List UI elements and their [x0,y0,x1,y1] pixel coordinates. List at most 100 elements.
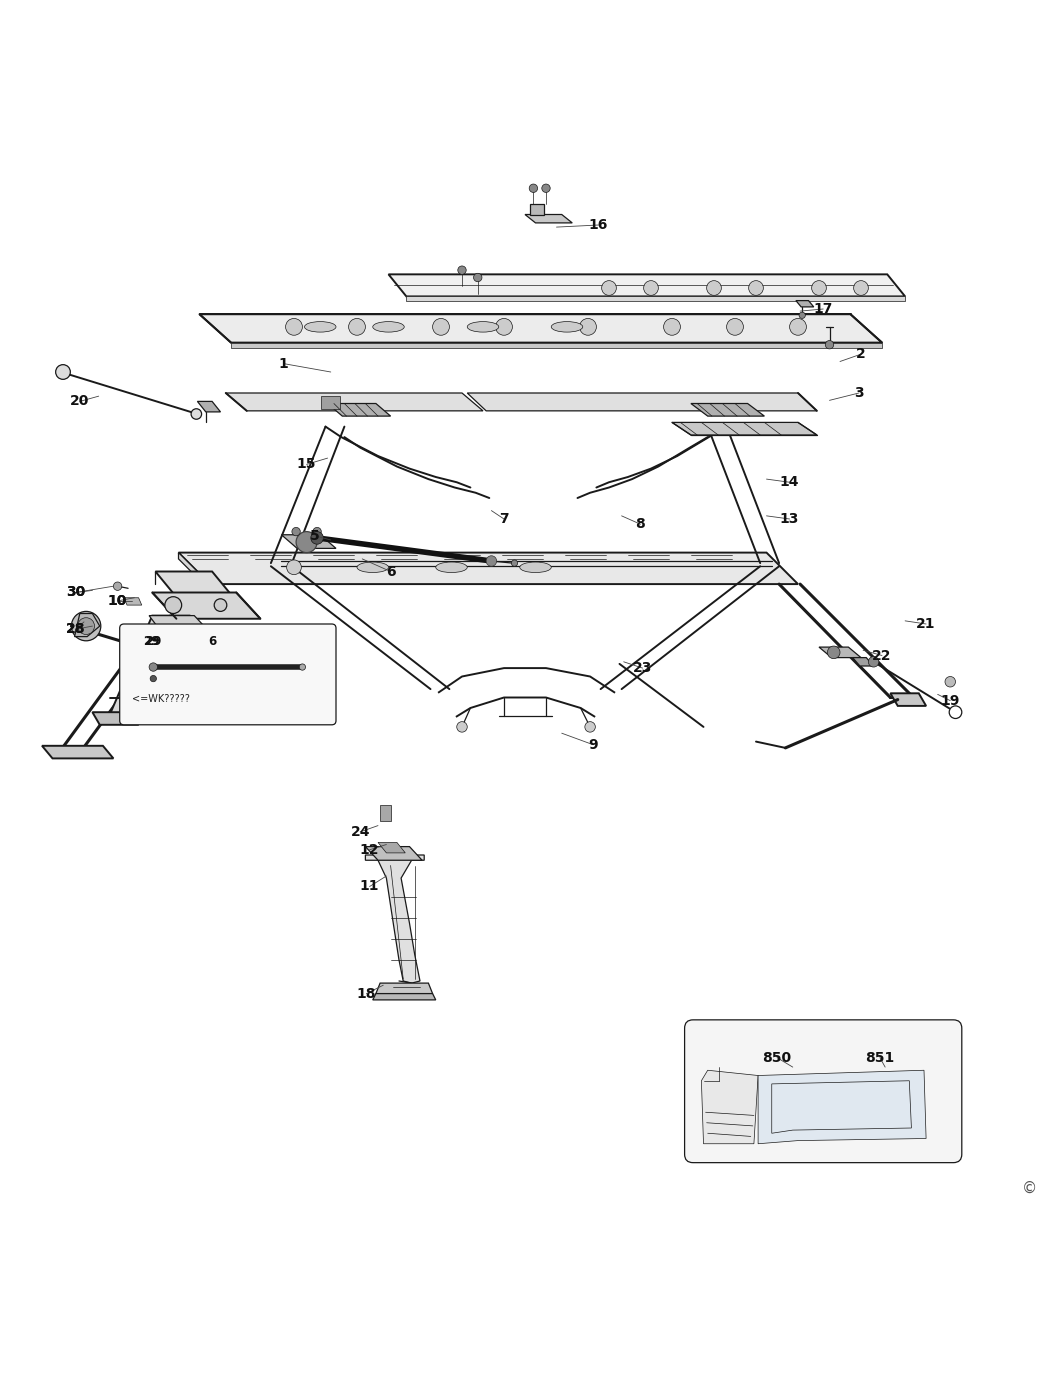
Polygon shape [376,984,433,993]
Text: 850: 850 [762,1051,792,1065]
Circle shape [78,618,94,635]
Circle shape [707,280,721,295]
Circle shape [854,280,868,295]
Circle shape [644,280,658,295]
Text: 7: 7 [499,513,509,526]
Circle shape [511,561,518,566]
Circle shape [292,528,300,536]
Polygon shape [92,712,139,725]
Circle shape [496,319,512,335]
Polygon shape [365,855,424,984]
Polygon shape [525,214,572,223]
Circle shape [56,364,70,379]
Polygon shape [231,342,882,348]
Polygon shape [281,534,336,548]
Circle shape [149,662,158,672]
Text: 6: 6 [385,565,396,578]
Text: 30: 30 [66,585,85,599]
Circle shape [165,596,182,614]
Polygon shape [819,647,861,658]
Ellipse shape [551,322,583,333]
Circle shape [727,319,743,335]
Text: 29: 29 [143,635,160,649]
Circle shape [790,319,806,335]
Circle shape [311,532,323,544]
Polygon shape [853,658,874,666]
Circle shape [71,611,101,640]
Text: 13: 13 [780,513,799,526]
Text: 22: 22 [873,649,891,662]
Text: 14: 14 [780,475,799,489]
Polygon shape [328,404,391,416]
Polygon shape [406,297,905,301]
Circle shape [287,561,301,574]
Text: 6: 6 [208,635,216,649]
Text: 23: 23 [633,661,652,675]
Text: 15: 15 [297,458,316,471]
Text: 24: 24 [351,824,370,840]
Text: 21: 21 [917,617,936,631]
Polygon shape [126,616,189,719]
Text: 28: 28 [66,622,85,636]
Text: 16: 16 [589,218,608,232]
Polygon shape [365,846,422,860]
Text: 9: 9 [588,738,598,752]
Bar [380,805,391,822]
Polygon shape [758,1070,926,1143]
Text: 19: 19 [941,694,960,708]
Circle shape [191,408,202,419]
Ellipse shape [436,562,467,573]
Circle shape [749,280,763,295]
Circle shape [214,599,227,611]
Circle shape [457,721,467,732]
Circle shape [812,280,826,295]
Circle shape [868,657,879,666]
Polygon shape [178,552,210,591]
Circle shape [150,676,156,682]
Text: 10: 10 [108,594,127,607]
Text: 29: 29 [145,635,162,649]
Polygon shape [701,1070,758,1143]
Text: 851: 851 [865,1051,895,1065]
Polygon shape [378,842,405,853]
Polygon shape [75,614,100,636]
Circle shape [799,312,805,319]
Text: 2: 2 [856,348,866,361]
Bar [321,396,340,408]
Circle shape [458,267,466,275]
Circle shape [474,273,482,282]
Circle shape [945,676,956,687]
Text: 10: 10 [108,594,127,607]
Polygon shape [152,592,260,618]
Polygon shape [530,203,544,214]
Polygon shape [42,746,113,758]
Polygon shape [178,552,798,584]
Circle shape [602,280,616,295]
Polygon shape [890,694,926,706]
Circle shape [313,528,321,536]
Polygon shape [226,393,483,411]
Text: 18: 18 [357,987,376,1000]
Ellipse shape [520,562,551,573]
Text: 3: 3 [854,386,864,400]
Polygon shape [373,993,436,1000]
Circle shape [585,721,595,732]
Circle shape [827,646,840,658]
Polygon shape [467,393,817,411]
Ellipse shape [304,322,336,333]
Circle shape [580,319,596,335]
Text: <=WK?????: <=WK????? [132,694,190,703]
Polygon shape [691,404,764,416]
Text: 11: 11 [360,879,379,893]
Circle shape [542,184,550,192]
Circle shape [529,184,538,192]
Polygon shape [108,616,170,719]
Circle shape [664,319,680,335]
FancyBboxPatch shape [120,624,336,725]
Text: 5: 5 [310,529,320,543]
Circle shape [949,706,962,719]
FancyBboxPatch shape [685,1020,962,1162]
Text: 1: 1 [278,357,289,371]
Polygon shape [155,572,236,600]
Circle shape [299,664,306,671]
